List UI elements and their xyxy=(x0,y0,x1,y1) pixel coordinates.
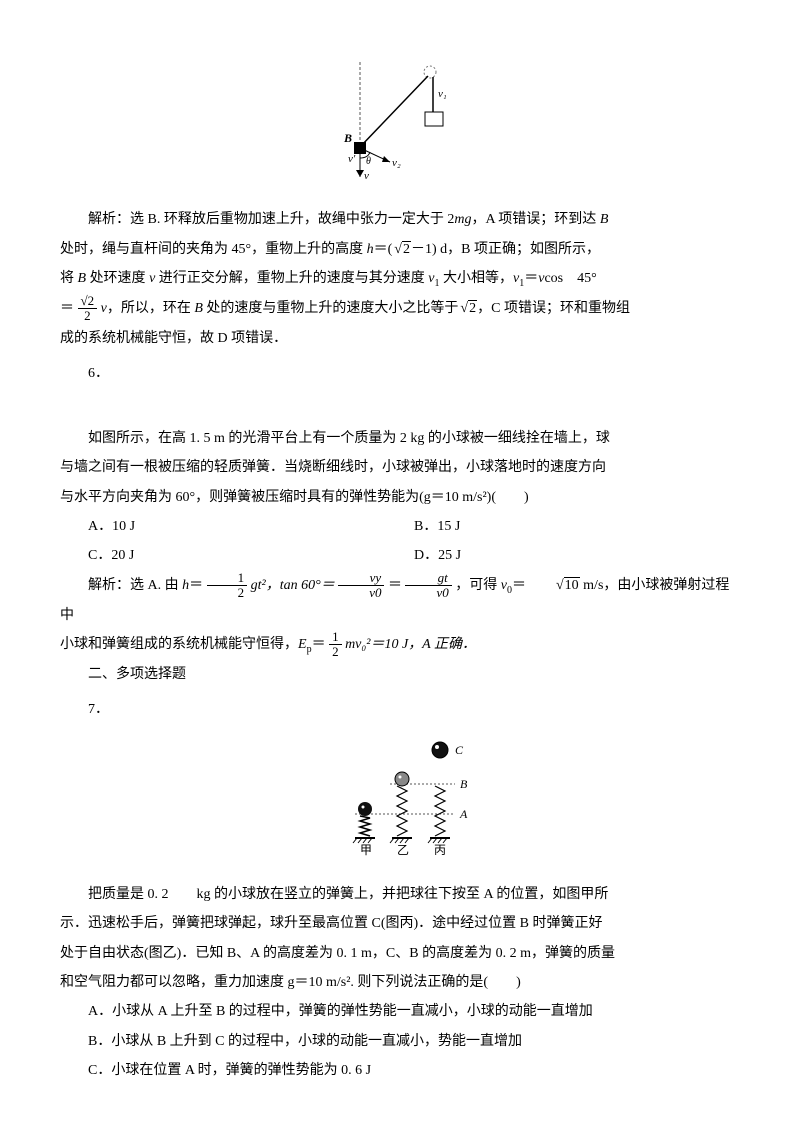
svg-text:θ: θ xyxy=(366,156,371,167)
q7-stem-d: 和空气阻力都可以忽略，重力加速度 g＝10 m/s². 则下列说法正确的是( ) xyxy=(60,968,740,997)
q5-analysis-p4: ＝ √22 v，所以，环在 B 处的速度与重物上升的速度大小之比等于2，C 项错… xyxy=(60,294,740,324)
diagram-pulley: v₁ B v₂ v v′ θ xyxy=(320,52,480,182)
q7-stem-c: 处于自由状态(图乙)．已知 B、A 的高度差为 0. 1 m，C、B 的高度差为… xyxy=(60,939,740,968)
q5-analysis-p3: 将 B 处环速度 v 进行正交分解，重物上升的速度与其分速度 v1 大小相等，v… xyxy=(60,264,740,294)
q6-stem-b: 与墙之间有一根被压缩的轻质弹簧．当烧断细线时，小球被弹出，小球落地时的速度方向 xyxy=(60,453,740,482)
q6-optB: B．15 J xyxy=(414,512,740,541)
svg-text:v: v xyxy=(364,170,369,182)
q6-optD: D．25 J xyxy=(414,541,740,570)
q6-analysis-p1: 解析：选 A. 由 h＝ 12 gt²，tan 60°＝ vyv0 ＝ gtv0… xyxy=(60,571,740,630)
q6-options-row1: A．10 J B．15 J xyxy=(88,512,740,541)
spring-jia: 甲 xyxy=(353,802,375,856)
svg-text:B: B xyxy=(460,777,468,791)
svg-text:v₂: v₂ xyxy=(392,157,401,169)
svg-text:B: B xyxy=(343,131,352,145)
spring-bing: 丙 xyxy=(428,786,450,856)
q6-optA: A．10 J xyxy=(88,512,414,541)
q7-optB: B．小球从 B 上升到 C 的过程中，小球的动能一直减小，势能一直增加 xyxy=(60,1027,740,1056)
q6-optC: C．20 J xyxy=(88,541,414,570)
q6-stem-c: 与水平方向夹角为 60°，则弹簧被压缩时具有的弹性势能为(g＝10 m/s²)(… xyxy=(60,483,740,512)
q6-options-row2: C．20 J D．25 J xyxy=(88,541,740,570)
q7-optA: A．小球从 A 上升至 B 的过程中，弹簧的弹性势能一直减小，小球的动能一直增加 xyxy=(60,997,740,1026)
q6-number: 6． xyxy=(60,359,740,388)
q7-stem-b: 示．迅速松手后，弹簧把球弹起，球升至最高位置 C(图丙)．途中经过位置 B 时弹… xyxy=(60,909,740,938)
q6-analysis-p2: 小球和弹簧组成的系统机械能守恒得，Ep＝ 12 mv₀²＝10 J，A 正确． xyxy=(60,630,740,660)
q6-stem-a: 如图所示，在高 1. 5 m 的光滑平台上有一个质量为 2 kg 的小球被一细线… xyxy=(60,424,740,453)
svg-text:C: C xyxy=(455,743,464,757)
figure-q7: C B A 甲 乙 丙 xyxy=(60,736,740,867)
svg-text:A: A xyxy=(459,807,468,821)
q5-analysis-p2: 处时，绳与直杆间的夹角为 45°，重物上升的高度 h＝(2－1) d，B 项正确… xyxy=(60,235,740,264)
section2-heading: 二、多项选择题 xyxy=(60,660,740,689)
svg-text:v′: v′ xyxy=(348,153,356,165)
svg-text:v₁: v₁ xyxy=(438,88,447,100)
q7-stem-a: 把质量是 0. 2 kg 的小球放在竖立的弹簧上，并把球往下按至 A 的位置，如… xyxy=(60,880,740,909)
q7-optC: C．小球在位置 A 时，弹簧的弹性势能为 0. 6 J xyxy=(60,1056,740,1085)
figure-q5: v₁ B v₂ v v′ θ xyxy=(60,52,740,193)
diagram-springs: C B A 甲 乙 丙 xyxy=(310,736,490,856)
svg-text:乙: 乙 xyxy=(397,843,409,856)
q5-analysis-p5: 成的系统机械能守恒，故 D 项错误． xyxy=(60,324,740,353)
svg-text:丙: 丙 xyxy=(434,843,446,856)
svg-text:甲: 甲 xyxy=(360,843,372,856)
q7-number: 7． xyxy=(60,695,740,724)
q5-analysis-p1: 解析：选 B. 环释放后重物加速上升，故绳中张力一定大于 2mg，A 项错误；环… xyxy=(60,205,740,234)
